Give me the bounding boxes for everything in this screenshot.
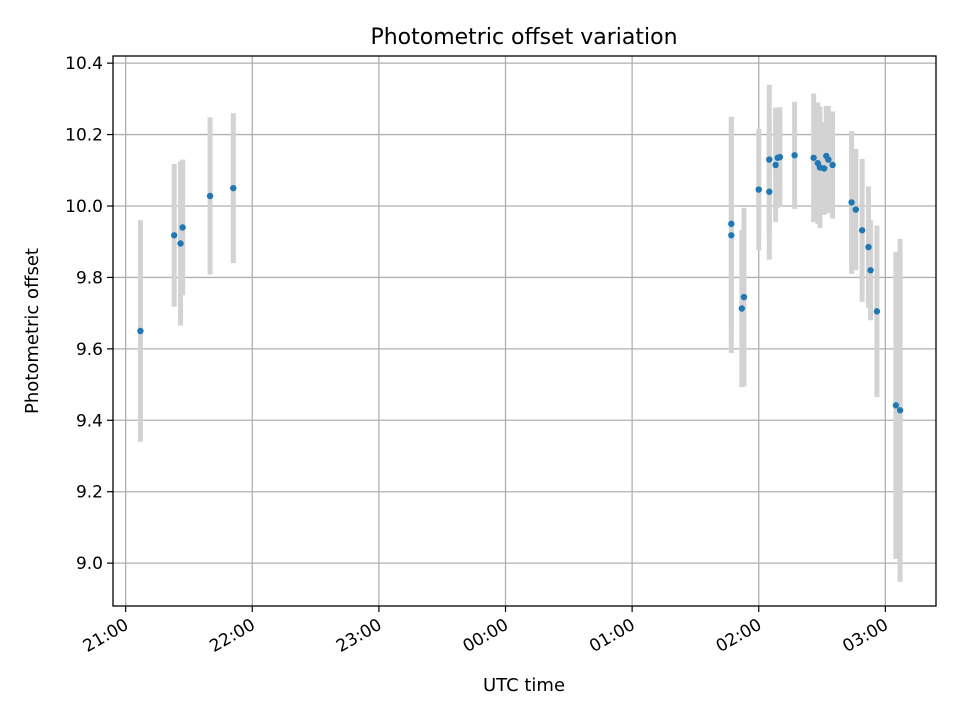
y-tick-label: 9.6 [76, 340, 103, 360]
y-axis-ticks: 9.0 9.2 9.4 9.6 9.8 10.0 10.2 10.4 [65, 54, 113, 574]
data-point [137, 327, 144, 335]
data-point [776, 153, 784, 161]
data-point [867, 267, 874, 274]
data-point [829, 161, 836, 169]
x-axis-label: UTC time [483, 675, 565, 696]
x-tick-label: 21:00 [80, 615, 132, 657]
x-tick-label: 03:00 [839, 615, 891, 657]
y-tick-label: 10.2 [65, 126, 103, 146]
y-axis-label: Photometric offset [22, 248, 43, 414]
data-point [858, 227, 866, 234]
y-tick-label: 10.0 [65, 197, 103, 217]
data-point [772, 161, 779, 169]
y-tick-label: 9.4 [76, 411, 103, 431]
plot-frame [112, 55, 937, 607]
x-tick-label: 00:00 [460, 615, 512, 657]
data-point [206, 192, 214, 200]
data-point [820, 165, 828, 172]
data-point [755, 186, 762, 193]
data-point [170, 232, 178, 239]
x-tick-label: 02:00 [713, 615, 765, 657]
y-tick-label: 9.2 [76, 483, 103, 503]
error-bars [137, 84, 903, 582]
data-point [179, 224, 186, 231]
data-point [738, 305, 746, 312]
x-tick-label: 01:00 [586, 615, 638, 657]
data-point [873, 308, 881, 315]
data-point [848, 199, 855, 206]
data-point [766, 188, 773, 195]
data-point [791, 152, 798, 159]
y-tick-label: 10.4 [65, 54, 103, 74]
data-point [740, 293, 748, 301]
data-point [852, 206, 860, 213]
data-point [230, 184, 237, 192]
data-point [865, 243, 872, 251]
data-points [137, 152, 904, 414]
data-point [896, 407, 904, 414]
data-point [728, 232, 735, 239]
chart-title: Photometric offset variation [370, 25, 677, 50]
y-tick-label: 9.8 [76, 268, 103, 288]
x-axis-ticks: 21:00 22:00 23:00 00:00 01:00 02:00 03:00 [80, 606, 892, 657]
x-tick-label: 23:00 [333, 615, 385, 657]
data-point [177, 240, 184, 247]
data-point [766, 156, 773, 163]
data-point [810, 154, 817, 161]
x-tick-label: 22:00 [206, 615, 258, 657]
data-point [728, 220, 735, 228]
data-point [892, 402, 900, 409]
y-tick-label: 9.0 [76, 554, 103, 574]
data-point [825, 156, 832, 163]
